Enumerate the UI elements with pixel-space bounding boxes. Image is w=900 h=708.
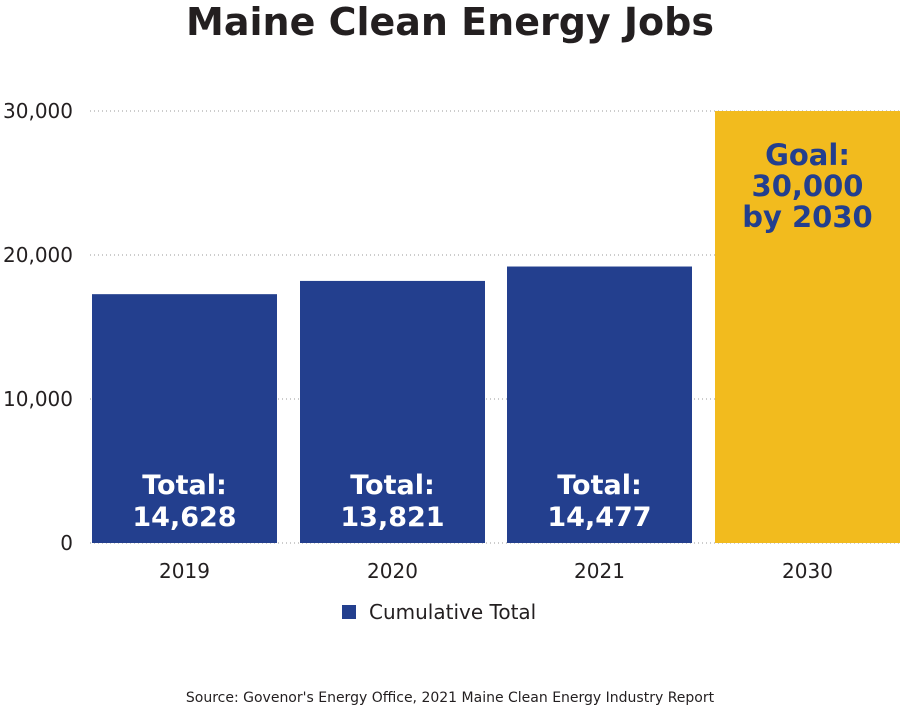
bar-data-label: Total:	[350, 470, 435, 501]
y-tick-label: 30,000	[3, 99, 73, 123]
y-tick-label: 10,000	[3, 387, 73, 411]
y-axis-ticks: 0 10,000 20,000 30,000	[3, 99, 73, 555]
bar-data-label: Total:	[142, 470, 227, 501]
bar	[507, 266, 692, 543]
goal-label: by 2030	[742, 200, 872, 234]
source-note: Source: Govenor's Energy Office, 2021 Ma…	[185, 690, 715, 706]
x-tick-label: 2019	[159, 559, 210, 583]
bar	[92, 294, 277, 543]
legend-label: Cumulative Total	[369, 600, 536, 624]
bar-data-label: Total:	[557, 470, 642, 501]
bar-data-label: 14,628	[132, 502, 236, 533]
goal-label: 30,000	[752, 169, 864, 203]
bar	[300, 280, 485, 543]
x-axis-ticks: 2019 2020 2021 2030	[159, 559, 833, 583]
bars	[92, 111, 900, 543]
chart-title: Maine Clean Energy Jobs	[186, 0, 714, 44]
y-tick-label: 20,000	[3, 243, 73, 267]
goal-label: Goal:	[765, 138, 850, 172]
x-tick-label: 2021	[574, 559, 625, 583]
gridlines	[90, 110, 900, 544]
x-tick-label: 2030	[782, 559, 833, 583]
bar-data-label: 14,477	[547, 502, 651, 533]
y-tick-label: 0	[60, 531, 73, 555]
legend: Cumulative Total	[342, 600, 536, 624]
bar-data-label: 13,821	[340, 502, 444, 533]
bar-labels: Total:14,628Total:13,821Total:14,477Goal…	[132, 138, 872, 533]
x-tick-label: 2020	[367, 559, 418, 583]
legend-swatch	[342, 605, 356, 619]
goal-bar	[715, 111, 900, 543]
